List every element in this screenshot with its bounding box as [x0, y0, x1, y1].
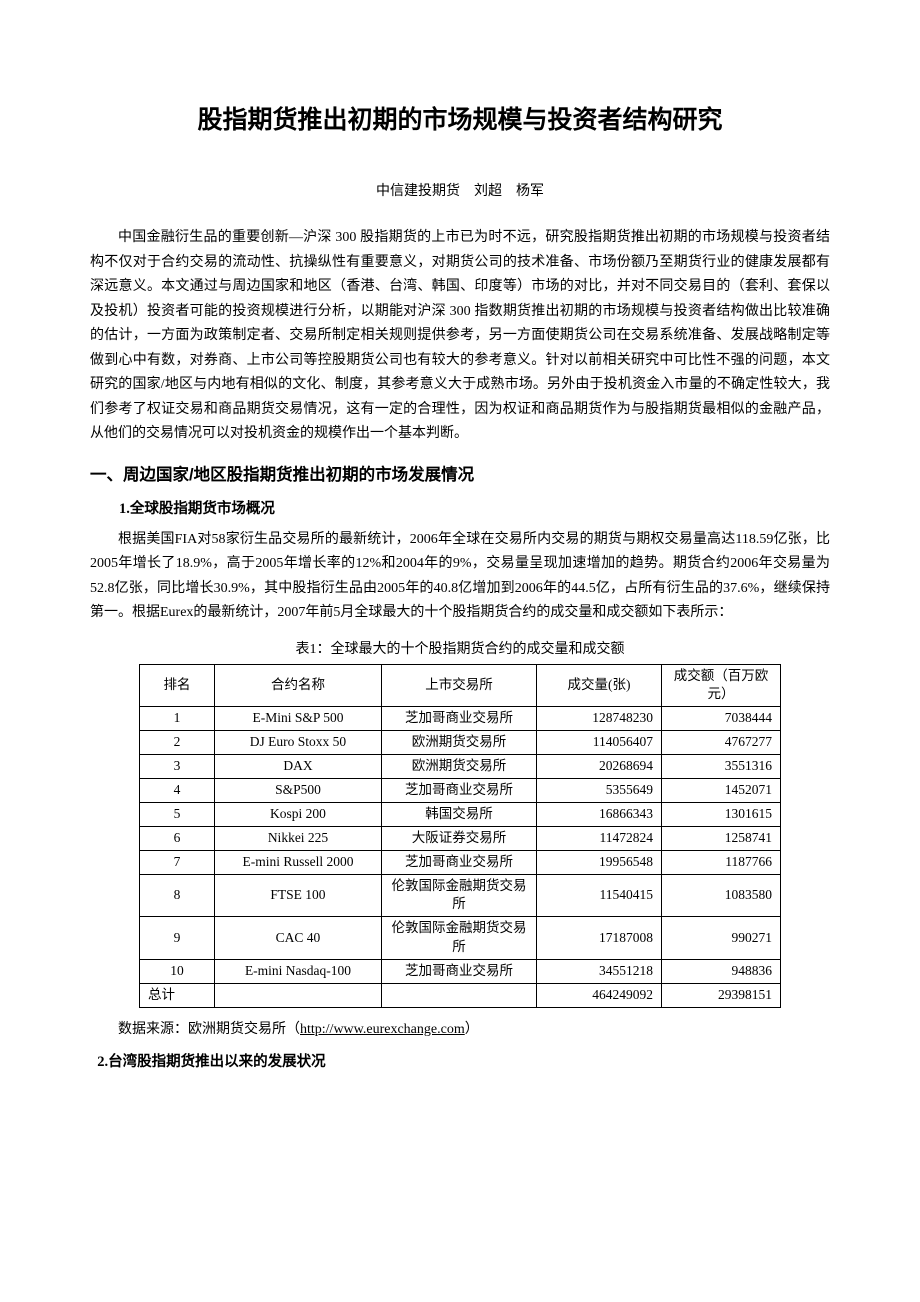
table-row: 3 DAX 欧洲期货交易所 20268694 3551316: [140, 755, 781, 779]
section-heading-1: 一、周边国家/地区股指期货推出初期的市场发展情况: [90, 461, 830, 485]
table-row: 10 E-mini Nasdaq-100 芝加哥商业交易所 34551218 9…: [140, 960, 781, 984]
col-rank: 排名: [140, 664, 215, 707]
paragraph-overview: 根据美国FIA对58家衍生品交易所的最新统计，2006年全球在交易所内交易的期货…: [90, 528, 830, 626]
table-row: 7 E-mini Russell 2000 芝加哥商业交易所 19956548 …: [140, 850, 781, 874]
subheading-1-1: 1.全球股指期货市场概况: [119, 497, 830, 518]
table-row: 5 Kospi 200 韩国交易所 16866343 1301615: [140, 802, 781, 826]
table-row: 6 Nikkei 225 大阪证券交易所 11472824 1258741: [140, 826, 781, 850]
source-prefix: 数据来源：欧洲期货交易所（: [118, 1022, 300, 1037]
col-exch: 上市交易所: [382, 664, 537, 707]
table-row: 1 E-Mini S&P 500 芝加哥商业交易所 128748230 7038…: [140, 707, 781, 731]
table-caption: 表1：全球最大的十个股指期货合约的成交量和成交额: [90, 638, 830, 658]
table-row: 4 S&P500 芝加哥商业交易所 5355649 1452071: [140, 778, 781, 802]
col-volume: 成交量(张): [537, 664, 662, 707]
table-header-row: 排名 合约名称 上市交易所 成交量(张) 成交额（百万欧元）: [140, 664, 781, 707]
table-row-total: 总计 464249092 29398151: [140, 983, 781, 1007]
col-name: 合约名称: [215, 664, 382, 707]
byline: 中信建投期货 刘超 杨军: [90, 180, 830, 200]
source-link[interactable]: http://www.eurexchange.com: [300, 1022, 465, 1037]
paragraph-intro: 中国金融衍生品的重要创新—沪深 300 股指期货的上市已为时不远，研究股指期货推…: [90, 226, 830, 447]
col-amount: 成交额（百万欧元）: [662, 664, 781, 707]
page-title: 股指期货推出初期的市场规模与投资者结构研究: [90, 100, 830, 136]
table-row: 2 DJ Euro Stoxx 50 欧洲期货交易所 114056407 476…: [140, 731, 781, 755]
table-source: 数据来源：欧洲期货交易所（http://www.eurexchange.com）: [118, 1018, 830, 1038]
page: 股指期货推出初期的市场规模与投资者结构研究 中信建投期货 刘超 杨军 中国金融衍…: [0, 0, 920, 1141]
source-suffix: ）: [465, 1022, 479, 1037]
table-row: 8 FTSE 100 伦敦国际金融期货交易所 11540415 1083580: [140, 874, 781, 917]
top10-contracts-table: 排名 合约名称 上市交易所 成交量(张) 成交额（百万欧元） 1 E-Mini …: [139, 664, 781, 1008]
table-row: 9 CAC 40 伦敦国际金融期货交易所 17187008 990271: [140, 917, 781, 960]
subheading-1-2: 2.台湾股指期货推出以来的发展状况: [97, 1050, 830, 1071]
